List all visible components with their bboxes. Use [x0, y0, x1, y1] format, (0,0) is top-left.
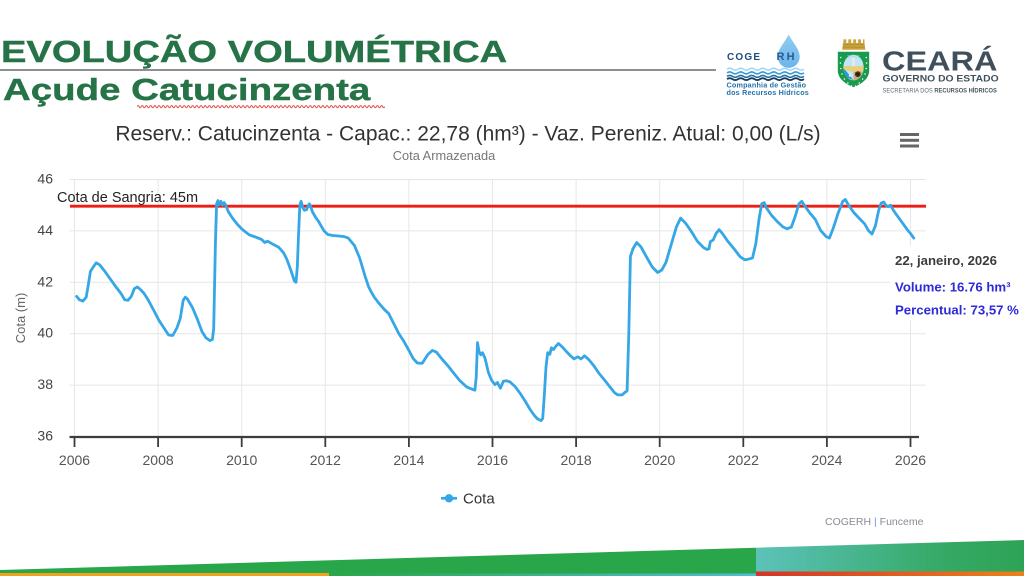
svg-text:46: 46 [37, 171, 53, 187]
svg-text:Companhia de Gestão: Companhia de Gestão [727, 80, 807, 89]
svg-text:36: 36 [37, 428, 53, 444]
svg-text:COGE: COGE [727, 52, 761, 63]
svg-text:40: 40 [37, 325, 53, 341]
svg-text:2024: 2024 [811, 452, 842, 468]
svg-text:CEARÁ: CEARÁ [882, 46, 998, 77]
svg-text:2012: 2012 [310, 452, 341, 468]
svg-text:Cota de Sangria: 45m: Cota de Sangria: 45m [57, 190, 198, 206]
svg-text:2006: 2006 [59, 452, 90, 468]
svg-text:dos Recursos Hídricos: dos Recursos Hídricos [727, 88, 810, 97]
svg-text:2010: 2010 [226, 452, 257, 468]
svg-text:38: 38 [37, 376, 53, 392]
svg-text:COGERH | Funceme: COGERH | Funceme [825, 516, 924, 528]
svg-text:2016: 2016 [477, 452, 508, 468]
svg-text:Cota Armazenada: Cota Armazenada [393, 148, 496, 163]
svg-text:Percentual: 73,57 %: Percentual: 73,57 % [895, 302, 1019, 317]
svg-text:2018: 2018 [561, 452, 592, 468]
svg-text:42: 42 [37, 273, 53, 289]
svg-text:RH: RH [777, 51, 797, 63]
svg-text:2020: 2020 [644, 452, 675, 468]
svg-text:Cota (m): Cota (m) [13, 293, 28, 344]
svg-text:Reserv.: Catucinzenta - Capac.: Reserv.: Catucinzenta - Capac.: 22,78 (h… [115, 123, 820, 146]
svg-text:2022: 2022 [728, 452, 759, 468]
svg-text:Cota: Cota [463, 491, 495, 508]
svg-text:44: 44 [37, 222, 53, 238]
svg-text:2008: 2008 [143, 452, 174, 468]
svg-text:22, janeiro, 2026: 22, janeiro, 2026 [895, 253, 997, 268]
svg-text:Volume: 16.76 hm³: Volume: 16.76 hm³ [895, 279, 1011, 294]
svg-text:SECRETARIA DOS RECURSOS HÍDRIC: SECRETARIA DOS RECURSOS HÍDRICOS [883, 86, 997, 94]
svg-text:GOVERNO DO ESTADO: GOVERNO DO ESTADO [883, 74, 999, 84]
svg-text:2026: 2026 [895, 452, 926, 468]
svg-text:2014: 2014 [393, 452, 424, 468]
